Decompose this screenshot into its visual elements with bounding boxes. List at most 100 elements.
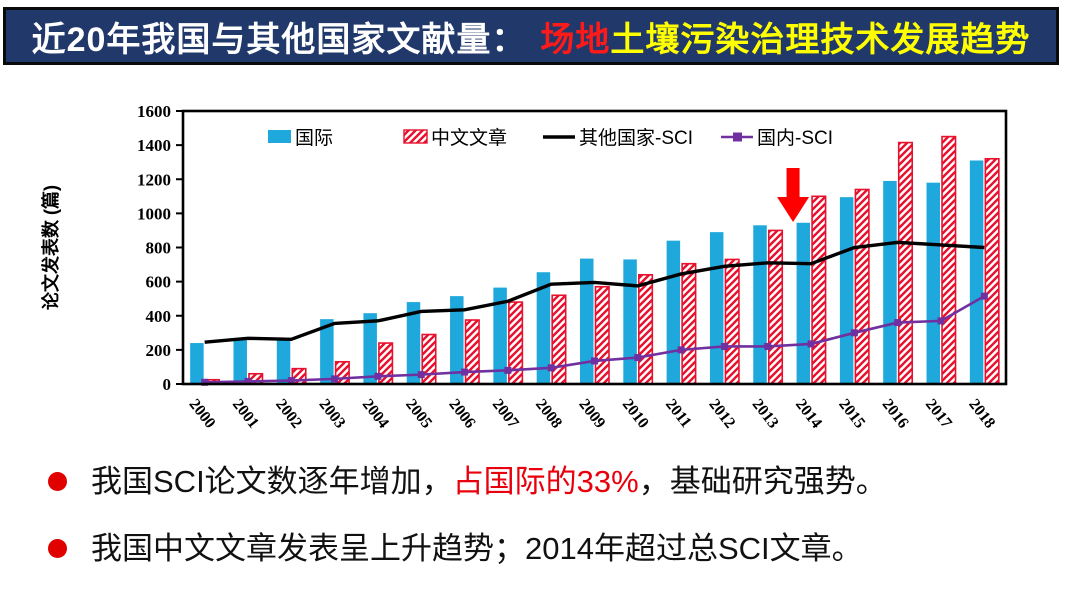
bullet-text: 我国中文文章发表呈上升趋势；2014年超过总SCI文章。	[91, 527, 863, 572]
line-marker-domestic-sci	[504, 366, 512, 374]
bullet2-segment-black: 我国中文文章发表呈上升趋势；2014年超过总SCI文章。	[91, 530, 863, 566]
line-marker-domestic-sci	[287, 377, 295, 385]
bar-chinese-article-2018	[984, 157, 1000, 385]
line-other-countries-sci	[204, 240, 985, 344]
bar-chinese-article-2014	[811, 195, 827, 385]
legend-item-international-swatch	[268, 130, 291, 143]
bar-international-2017	[926, 182, 941, 384]
y-axis-tick-label: 1600	[137, 102, 171, 121]
x-axis-year-label: 2008	[532, 396, 565, 432]
bar-international-2014	[796, 222, 811, 384]
line-marker-domestic-sci	[201, 378, 209, 386]
bar-international-2002	[276, 338, 291, 384]
bullet-item-chinese-articles: 我国中文文章发表呈上升趋势；2014年超过总SCI文章。	[48, 527, 1048, 572]
legend-item-other-countries-sci-label: 其他国家-SCI	[579, 127, 693, 149]
x-axis-year-label: 2010	[619, 396, 652, 432]
x-axis-year-label: 2004	[359, 396, 392, 432]
title-bar: 近20年我国与其他国家文献量： 场地 土壤污染治理技术发展趋势	[3, 7, 1059, 65]
line-marker-domestic-sci	[634, 354, 642, 362]
literature-trend-chart: 0 200 400 600 800 1000 1200 1400 1600 论文发表数 (篇) 20…	[40, 102, 1008, 432]
plot-border	[181, 109, 1008, 386]
legend-item-international-label: 国际	[295, 127, 333, 149]
page-title-highlight-yellow: 土壤污染治理技术发展趋势	[610, 20, 1031, 59]
bar-chinese-article-2011	[681, 262, 697, 385]
page-title-highlight-red: 场地	[540, 20, 611, 59]
bar-chinese-article-2013	[767, 229, 784, 385]
x-axis-year-label: 2002	[272, 396, 305, 432]
x-axis-year-label: 2009	[575, 396, 608, 432]
bar-international-2005	[406, 302, 421, 384]
y-axis-tick-label: 200	[146, 341, 172, 360]
line-marker-domestic-sci	[720, 342, 728, 350]
x-axis-year-label: 2013	[749, 396, 782, 432]
bullet-list: 我国SCI论文数逐年增加，占国际的33%，基础研究强势。 我国中文文章发表呈上升…	[48, 460, 1048, 594]
page-title-main: 近20年我国与其他国家文献量：	[31, 20, 527, 59]
legend-item-domestic-sci-label: 国内-SCI	[757, 127, 833, 149]
bar-international-2011	[666, 240, 681, 384]
line-marker-domestic-sci	[374, 372, 382, 380]
bullet-dot-icon	[48, 538, 67, 558]
bar-international-2004	[363, 313, 377, 384]
y-axis-tick-label: 600	[146, 273, 172, 292]
y-axis-tick-label: 800	[146, 239, 172, 258]
x-axis-year-label: 2003	[315, 396, 348, 432]
y-axis-title: 论文发表数 (篇)	[40, 185, 61, 310]
x-axis-year-label: 2015	[835, 396, 868, 432]
bullet1-segment-red: 占国际的33%	[452, 464, 639, 499]
x-axis-year-label: 2016	[879, 396, 912, 432]
bullet-item-sci-growth: 我国SCI论文数逐年增加，占国际的33%，基础研究强势。	[48, 460, 1048, 505]
x-axis-year-label: 2006	[445, 396, 478, 432]
bar-international-2001	[233, 338, 247, 384]
line-marker-domestic-sci	[677, 346, 685, 354]
line-marker-domestic-sci	[461, 368, 469, 376]
x-axis-year-label: 2001	[229, 396, 262, 432]
bar-international-2008	[536, 272, 551, 384]
bullet1-segment-black2: ，基础研究强势。	[638, 464, 887, 499]
bar-international-2018	[969, 160, 984, 384]
bar-international-2000	[190, 343, 204, 384]
line-marker-domestic-sci	[331, 375, 339, 383]
bar-international-2009	[580, 258, 594, 384]
bullet-dot-icon	[48, 472, 67, 491]
line-marker-domestic-sci	[980, 292, 988, 300]
x-axis-year-label: 2014	[792, 396, 825, 432]
y-axis-tick-label: 1000	[137, 204, 171, 223]
line-marker-domestic-sci	[764, 342, 772, 350]
x-axis-year-label: 2018	[965, 396, 998, 432]
y-axis-tick-label: 1200	[137, 170, 171, 189]
y-axis-tick-label: 1400	[137, 136, 171, 155]
bar-chinese-article-2015	[854, 188, 870, 385]
bar-international-2003	[320, 319, 334, 384]
x-axis-year-label: 2005	[402, 396, 435, 432]
y-axis-tick-label: 400	[146, 307, 172, 326]
line-marker-domestic-sci	[244, 377, 252, 385]
x-axis-year-label: 2012	[705, 396, 738, 432]
bar-international-2012	[709, 232, 724, 384]
line-marker-domestic-sci	[417, 371, 425, 379]
x-axis-year-label: 2007	[489, 396, 522, 432]
line-marker-domestic-sci	[850, 329, 858, 337]
legend-item-domestic-sci-marker	[733, 132, 742, 142]
bar-chinese-article-2016	[897, 141, 914, 385]
bar-international-2006	[450, 296, 464, 384]
line-marker-domestic-sci	[547, 364, 555, 372]
bar-international-2016	[883, 180, 897, 384]
bar-international-2010	[623, 259, 637, 384]
line-marker-domestic-sci	[937, 317, 945, 325]
line-marker-domestic-sci	[591, 357, 598, 365]
bullet1-segment-black: 我国SCI论文数逐年增加，	[91, 464, 453, 499]
y-axis-tick-label: 0	[163, 375, 172, 394]
bullet-text: 我国SCI论文数逐年增加，占国际的33%，基础研究强势。	[91, 460, 887, 505]
bar-chinese-article-2009	[594, 285, 610, 385]
line-marker-domestic-sci	[807, 340, 815, 348]
x-axis-year-label: 2000	[186, 396, 219, 432]
bar-international-2015	[839, 197, 854, 384]
bar-international-2013	[753, 225, 767, 384]
bar-international-2007	[493, 287, 507, 384]
legend-item-chinese-article-label: 中文文章	[431, 127, 507, 149]
x-axis-year-label: 2011	[662, 396, 695, 431]
bar-chinese-article-2017	[941, 135, 957, 385]
x-axis-year-label: 2017	[922, 396, 955, 432]
bar-chinese-article-2012	[724, 258, 740, 385]
